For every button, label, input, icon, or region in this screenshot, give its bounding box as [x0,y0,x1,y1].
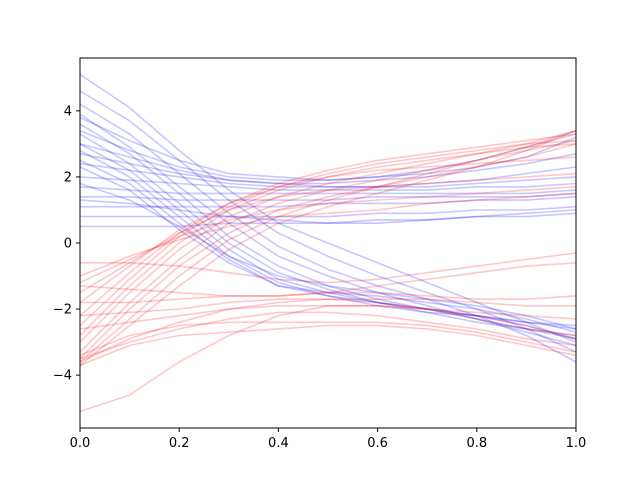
blue-series-line-7 [79,149,577,330]
y-tick-label-0: −4 [53,369,72,384]
red-series-line-39 [79,304,577,330]
blue-series-line-21 [80,212,577,228]
y-tick-label-3: 2 [64,170,72,185]
y-tick-label-1: −2 [53,303,72,318]
x-tick-label-4: 0.8 [466,436,487,451]
x-axis: 0.0 0.2 0.4 0.6 0.8 1.0 [70,428,587,451]
red-series-line-24 [79,133,577,363]
red-series-line-41 [79,311,577,360]
red-series-line-32 [79,172,577,294]
blue-series-line-1 [79,90,577,353]
blue-series-line-2 [79,103,577,363]
red-series-line-40 [79,298,577,363]
red-series-line-34 [79,192,577,277]
red-series-line-44 [79,324,577,366]
x-tick-label-0: 0.0 [70,436,91,451]
series-layer [79,73,577,413]
y-tick-label-2: 0 [64,237,72,252]
blue-series-line-14 [79,153,577,188]
blue-series-line-6 [79,143,577,327]
red-series-line-29 [79,139,577,327]
y-axis: −4 −2 0 2 4 [53,104,80,384]
x-tick-label-1: 0.2 [169,436,190,451]
red-series-line-25 [79,143,577,360]
blue-series-line-15 [79,162,577,188]
red-series-line-30 [79,133,577,317]
x-tick-label-5: 1.0 [566,436,587,451]
red-series-line-37 [80,291,577,304]
red-series-line-28 [79,143,577,337]
red-series-line-27 [79,129,577,343]
red-series-line-26 [79,139,577,353]
red-series-line-42 [79,321,577,357]
blue-series-line-0 [79,73,577,343]
red-series-line-36 [79,262,577,297]
red-series-line-23 [79,129,577,366]
blue-series-line-18 [80,192,577,201]
blue-series-line-10 [79,182,577,330]
blue-series-line-8 [79,159,577,340]
blue-series-line-13 [79,143,577,185]
blue-series-line-5 [79,133,577,337]
blue-series-line-17 [79,186,577,195]
y-tick-label-4: 4 [64,104,72,119]
blue-series-line-3 [79,113,577,347]
red-series-line-38 [79,298,576,317]
red-series-line-33 [79,186,577,284]
blue-series-line-4 [79,123,577,340]
red-series-line-35 [80,252,577,284]
blue-series-line-12 [79,129,577,181]
blue-series-line-19 [80,196,577,208]
blue-series-line-16 [79,176,577,191]
x-tick-label-2: 0.4 [268,436,289,451]
x-tick-label-3: 0.6 [367,436,388,451]
red-series-line-43 [79,304,577,413]
blue-series-line-22 [79,199,577,224]
blue-series-line-9 [79,166,577,333]
red-series-line-31 [79,156,577,304]
blue-series-line-20 [80,205,577,218]
blue-series-line-11 [79,116,577,181]
